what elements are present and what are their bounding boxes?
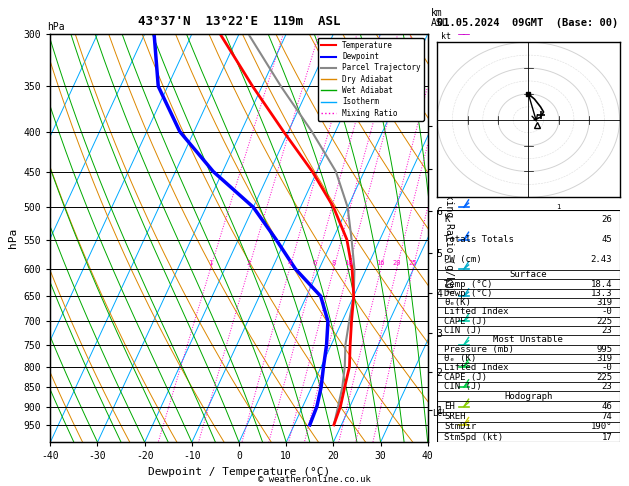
Text: Lifted Index: Lifted Index xyxy=(445,364,509,372)
Text: 43°37'N  13°22'E  119m  ASL: 43°37'N 13°22'E 119m ASL xyxy=(138,15,340,28)
Text: 6: 6 xyxy=(313,260,317,266)
Text: 225: 225 xyxy=(596,373,612,382)
Text: Surface: Surface xyxy=(509,270,547,279)
Text: CIN (J): CIN (J) xyxy=(445,382,482,391)
Text: CAPE (J): CAPE (J) xyxy=(445,373,487,382)
Text: 17: 17 xyxy=(601,433,612,442)
Text: 319: 319 xyxy=(596,298,612,307)
Text: km
ASL: km ASL xyxy=(431,8,448,28)
Text: CAPE (J): CAPE (J) xyxy=(445,317,487,326)
Text: θₑ(K): θₑ(K) xyxy=(445,298,471,307)
Text: 74: 74 xyxy=(601,412,612,421)
Text: Lifted Index: Lifted Index xyxy=(445,308,509,316)
Text: EH: EH xyxy=(445,402,455,411)
Text: StmDir: StmDir xyxy=(445,422,477,432)
Text: -0: -0 xyxy=(601,308,612,316)
Text: 18.4: 18.4 xyxy=(591,279,612,289)
Text: StmSpd (kt): StmSpd (kt) xyxy=(445,433,504,442)
Text: K: K xyxy=(445,215,450,224)
Text: 23: 23 xyxy=(601,326,612,335)
Text: 2: 2 xyxy=(247,260,250,266)
Text: SREH: SREH xyxy=(445,412,466,421)
Text: 45: 45 xyxy=(601,235,612,244)
Text: 16: 16 xyxy=(377,260,385,266)
Text: hPa: hPa xyxy=(47,21,65,32)
Text: 25: 25 xyxy=(409,260,417,266)
Y-axis label: hPa: hPa xyxy=(8,228,18,248)
Text: 190°: 190° xyxy=(591,422,612,432)
Text: Dewp (°C): Dewp (°C) xyxy=(445,289,493,298)
Text: 2.43: 2.43 xyxy=(591,256,612,264)
Text: 1: 1 xyxy=(557,204,561,209)
Text: Pressure (mb): Pressure (mb) xyxy=(445,345,515,354)
X-axis label: Dewpoint / Temperature (°C): Dewpoint / Temperature (°C) xyxy=(148,467,330,477)
Text: 01.05.2024  09GMT  (Base: 00): 01.05.2024 09GMT (Base: 00) xyxy=(437,18,618,28)
Text: Totals Totals: Totals Totals xyxy=(445,235,515,244)
Text: © weatheronline.co.uk: © weatheronline.co.uk xyxy=(258,474,371,484)
Text: Hodograph: Hodograph xyxy=(504,392,552,400)
Text: PW (cm): PW (cm) xyxy=(445,256,482,264)
Text: CIN (J): CIN (J) xyxy=(445,326,482,335)
Text: 20: 20 xyxy=(392,260,401,266)
Text: 10: 10 xyxy=(344,260,353,266)
Text: 4: 4 xyxy=(287,260,292,266)
Text: θₑ (K): θₑ (K) xyxy=(445,354,477,363)
Text: 13.3: 13.3 xyxy=(591,289,612,298)
Text: Temp (°C): Temp (°C) xyxy=(445,279,493,289)
Text: 1: 1 xyxy=(208,260,213,266)
Text: Most Unstable: Most Unstable xyxy=(493,335,564,345)
Text: 995: 995 xyxy=(596,345,612,354)
Text: 23: 23 xyxy=(601,382,612,391)
Text: 319: 319 xyxy=(596,354,612,363)
Text: 26: 26 xyxy=(601,215,612,224)
Text: kt: kt xyxy=(441,32,451,41)
Text: 225: 225 xyxy=(596,317,612,326)
Text: 46: 46 xyxy=(601,402,612,411)
Legend: Temperature, Dewpoint, Parcel Trajectory, Dry Adiabat, Wet Adiabat, Isotherm, Mi: Temperature, Dewpoint, Parcel Trajectory… xyxy=(318,38,424,121)
Y-axis label: Mixing Ratio (g/kg): Mixing Ratio (g/kg) xyxy=(443,182,454,294)
Text: LCL: LCL xyxy=(432,410,447,418)
Text: 8: 8 xyxy=(331,260,336,266)
Text: -0: -0 xyxy=(601,364,612,372)
